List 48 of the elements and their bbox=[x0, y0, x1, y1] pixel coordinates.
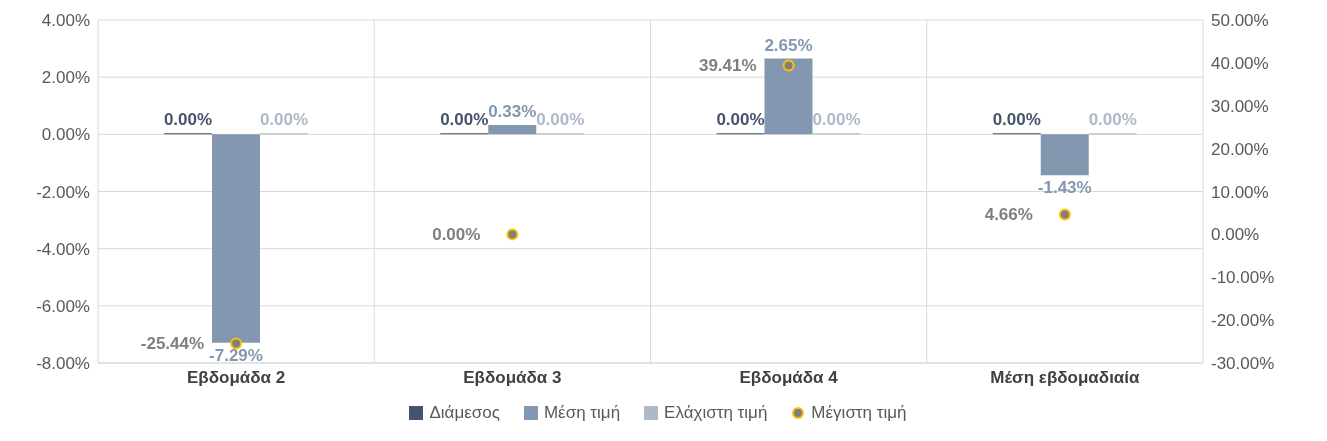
x-tick-label: Εβδομάδα 2 bbox=[187, 368, 286, 388]
data-label: 0.00% bbox=[440, 110, 489, 130]
data-label: -7.29% bbox=[209, 345, 263, 365]
x-tick-label: Μέση εβδομαδιαία bbox=[990, 368, 1141, 388]
data-label: 0.00% bbox=[432, 225, 481, 245]
data-label: -25.44% bbox=[140, 334, 205, 354]
point bbox=[1058, 208, 1071, 221]
y2-tick-label: 50.00% bbox=[1211, 11, 1269, 31]
bar bbox=[764, 58, 813, 135]
legend-label: Ελάχιστη τιμή bbox=[664, 403, 768, 423]
y-tick-label: -4.00% bbox=[36, 239, 90, 259]
data-label: 0.00% bbox=[536, 110, 585, 130]
data-label: 2.65% bbox=[764, 35, 813, 55]
data-label: 4.66% bbox=[984, 205, 1033, 225]
x-tick-label: Εβδομάδα 4 bbox=[739, 368, 839, 388]
y2-tick-label: -10.00% bbox=[1211, 268, 1275, 288]
x-tick-label: Εβδομάδα 3 bbox=[463, 368, 562, 388]
y2-tick-label: 20.00% bbox=[1211, 139, 1269, 159]
data-label: 0.00% bbox=[1088, 110, 1137, 130]
legend-label: Μέση τιμή bbox=[543, 403, 621, 423]
legend-label: Διάμεσος bbox=[429, 403, 500, 423]
bar bbox=[1040, 134, 1089, 176]
data-label: 0.33% bbox=[488, 101, 537, 121]
y-tick-label: -6.00% bbox=[36, 296, 90, 316]
bar bbox=[488, 124, 537, 135]
point bbox=[506, 228, 519, 241]
y-tick-label: 2.00% bbox=[41, 68, 90, 88]
y2-tick-label: 10.00% bbox=[1211, 182, 1269, 202]
y2-tick-label: 0.00% bbox=[1211, 225, 1260, 245]
point bbox=[230, 337, 243, 350]
data-label: 0.00% bbox=[992, 110, 1041, 130]
y-tick-label: -2.00% bbox=[36, 182, 90, 202]
y-tick-label: 4.00% bbox=[41, 11, 90, 31]
data-label: 39.41% bbox=[698, 56, 757, 76]
y-tick-label: -8.00% bbox=[36, 354, 90, 374]
y2-tick-label: 40.00% bbox=[1211, 53, 1269, 73]
point bbox=[782, 59, 795, 72]
data-label: 0.00% bbox=[716, 110, 765, 130]
bar bbox=[212, 134, 260, 343]
y2-tick-label: -30.00% bbox=[1211, 354, 1275, 374]
data-label: -1.43% bbox=[1037, 178, 1092, 198]
data-label: 0.00% bbox=[812, 110, 861, 130]
legend-label: Μέγιστη τιμή bbox=[811, 403, 907, 423]
y2-tick-label: 30.00% bbox=[1211, 96, 1269, 116]
data-label: 0.00% bbox=[163, 110, 213, 130]
data-label: 0.00% bbox=[259, 110, 309, 130]
y-tick-label: 0.00% bbox=[41, 125, 90, 145]
y2-tick-label: -20.00% bbox=[1211, 311, 1275, 331]
